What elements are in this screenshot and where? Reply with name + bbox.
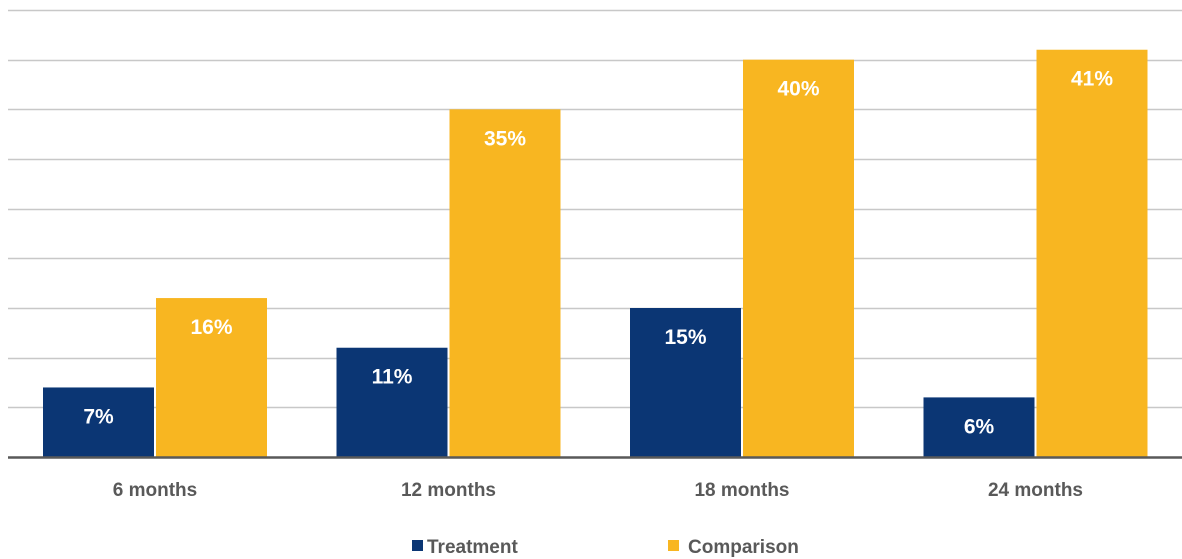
legend-label-treatment: Treatment <box>427 537 518 558</box>
x-tick-label-1: 12 months <box>401 480 496 501</box>
legend-swatch-treatment <box>412 540 423 551</box>
data-label-comparison-3: 41% <box>1071 68 1113 91</box>
x-tick-label-2: 18 months <box>694 480 789 501</box>
bar-comparison-3 <box>1036 49 1148 457</box>
bar-treatment-0 <box>43 387 154 457</box>
data-label-comparison-0: 16% <box>190 316 232 339</box>
bars: 7% 16% 11% 35% 15% 40% 6% 41% <box>43 49 1148 458</box>
bar-comparison-1 <box>449 109 561 457</box>
data-label-treatment-1: 11% <box>372 366 413 389</box>
x-tick-label-0: 6 months <box>113 480 197 501</box>
legend: Treatment Comparison <box>412 537 799 558</box>
legend-label-comparison: Comparison <box>688 537 799 558</box>
bar-treatment-2 <box>630 308 741 457</box>
bar-treatment-1 <box>336 347 448 457</box>
x-tick-label-3: 24 months <box>988 480 1083 501</box>
data-label-treatment-3: 6% <box>964 415 995 438</box>
data-label-comparison-1: 35% <box>484 127 526 150</box>
data-label-treatment-0: 7% <box>83 405 114 428</box>
bar-comparison-0 <box>156 298 267 457</box>
bar-treatment-3 <box>923 397 1035 457</box>
bar-comparison-2 <box>743 59 854 458</box>
data-label-treatment-2: 15% <box>664 326 706 349</box>
legend-swatch-comparison <box>668 540 679 551</box>
x-tick-labels: 6 months 12 months 18 months 24 months <box>113 480 1083 501</box>
data-label-comparison-2: 40% <box>777 78 819 101</box>
